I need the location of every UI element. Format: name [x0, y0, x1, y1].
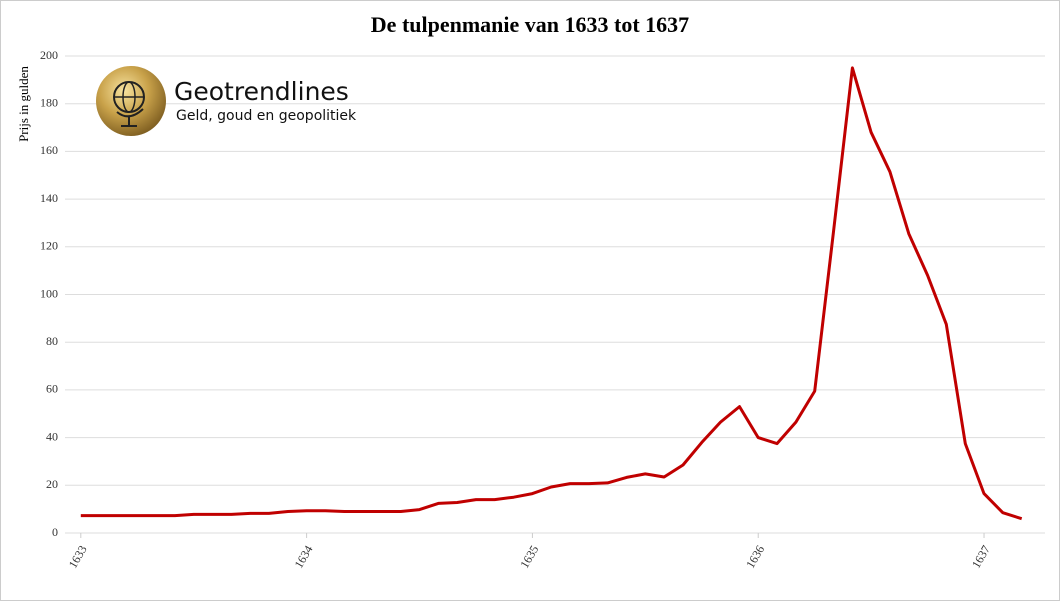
chart-title: De tulpenmanie van 1633 tot 1637 [371, 12, 689, 37]
y-tick-label: 80 [46, 334, 58, 348]
y-tick-label: 200 [40, 48, 58, 62]
y-tick-label: 120 [40, 239, 58, 253]
y-tick-label: 180 [40, 95, 58, 109]
y-tick-label: 60 [46, 382, 58, 396]
y-tick-label: 160 [40, 143, 58, 157]
y-tick-label: 100 [40, 286, 58, 300]
y-tick-label: 140 [40, 191, 58, 205]
line-series [80, 66, 1023, 521]
logo-subtitle: Geld, goud en geopolitiek [176, 108, 357, 124]
y-tick-label: 20 [46, 477, 58, 491]
y-tick-label: 0 [52, 525, 58, 539]
y-tick-label: 40 [46, 429, 58, 443]
logo-badge [96, 66, 166, 136]
logo: Geotrendlines Geld, goud en geopolitiek [96, 66, 357, 136]
y-axis-label: Prijs in gulden [16, 66, 31, 142]
logo-globe-stand [116, 108, 144, 127]
logo-title: Geotrendlines [174, 77, 349, 106]
